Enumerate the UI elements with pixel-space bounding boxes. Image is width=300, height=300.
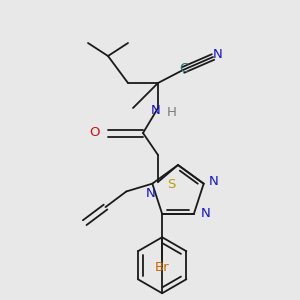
Text: N: N: [146, 187, 155, 200]
Text: Br: Br: [155, 261, 170, 274]
Text: N: N: [201, 207, 211, 220]
Text: S: S: [167, 178, 175, 190]
Text: N: N: [213, 49, 223, 62]
Text: C: C: [179, 61, 189, 74]
Text: N: N: [209, 175, 219, 188]
Text: O: O: [90, 127, 100, 140]
Text: N: N: [151, 104, 161, 118]
Text: H: H: [167, 106, 177, 118]
